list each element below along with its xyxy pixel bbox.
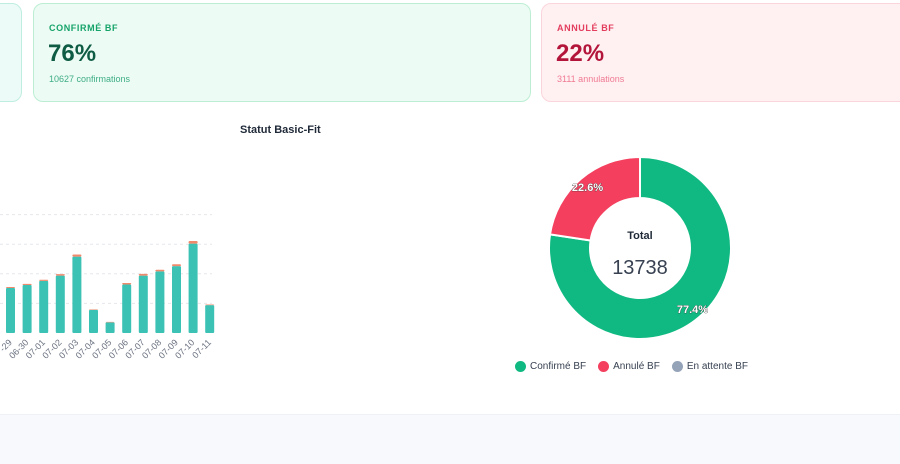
donut-center-label: Total — [627, 230, 652, 242]
legend-dot — [515, 361, 526, 372]
legend-item-confirmed[interactable]: Confirmé BF — [515, 361, 586, 372]
status-donut-chart: 77.4% 22.6% Total 13738 — [500, 150, 780, 350]
bar-confirmed[interactable] — [23, 285, 32, 333]
legend-label: Confirmé BF — [530, 361, 586, 372]
bar-confirmed[interactable] — [205, 305, 214, 333]
legend-item-pending[interactable]: En attente BF — [672, 361, 748, 372]
summary-card-cancelled: ANNULÉ BF 22% 3111 annulations — [541, 3, 900, 102]
bar-confirmed[interactable] — [155, 271, 164, 333]
legend-label: En attente BF — [687, 361, 748, 372]
card-title: CONFIRMÉ BF — [49, 23, 118, 33]
bar-confirmed[interactable] — [72, 257, 81, 333]
bar-cancelled[interactable] — [56, 274, 65, 275]
bar-cancelled[interactable] — [39, 280, 48, 281]
bar-confirmed[interactable] — [89, 310, 98, 333]
bar-cancelled[interactable] — [155, 270, 164, 272]
bar-cancelled[interactable] — [122, 283, 131, 284]
bar-cancelled[interactable] — [172, 264, 181, 266]
bar-confirmed[interactable] — [139, 276, 148, 333]
bar-confirmed[interactable] — [189, 244, 198, 333]
bar-confirmed[interactable] — [172, 266, 181, 333]
donut-legend: Confirmé BF Annulé BF En attente BF — [0, 361, 900, 372]
legend-item-cancelled[interactable]: Annulé BF — [598, 361, 660, 372]
donut-chart-title: Statut Basic-Fit — [240, 124, 321, 136]
bar-cancelled[interactable] — [72, 255, 81, 257]
legend-dot — [598, 361, 609, 372]
bar-confirmed[interactable] — [122, 284, 131, 333]
bar-confirmed[interactable] — [106, 322, 115, 333]
card-subtitle: 10627 confirmations — [49, 74, 130, 84]
card-subtitle: 3111 annulations — [557, 74, 624, 84]
donut-slice[interactable] — [550, 157, 640, 240]
bar-cancelled[interactable] — [89, 309, 98, 310]
x-tick-label: 07-11 — [190, 337, 213, 360]
bar-cancelled[interactable] — [23, 284, 32, 285]
card-value: 76% — [48, 40, 96, 68]
legend-dot — [672, 361, 683, 372]
donut-value-label: 77.4% — [677, 304, 708, 316]
bar-cancelled[interactable] — [139, 274, 148, 276]
card-title: ANNULÉ BF — [557, 23, 614, 33]
bar-cancelled[interactable] — [189, 241, 198, 244]
bar-cancelled[interactable] — [205, 304, 214, 305]
page-footer-band — [0, 414, 900, 464]
summary-card-confirmed: CONFIRMÉ BF 76% 10627 confirmations — [33, 3, 531, 102]
bar-confirmed[interactable] — [6, 288, 15, 333]
bar-confirmed[interactable] — [56, 276, 65, 333]
donut-center-value: 13738 — [612, 257, 668, 279]
donut-value-label: 22.6% — [572, 182, 603, 194]
bar-confirmed[interactable] — [39, 281, 48, 333]
summary-card-total — [0, 3, 22, 102]
card-value: 22% — [556, 40, 604, 68]
bar-cancelled[interactable] — [6, 287, 15, 288]
legend-label: Annulé BF — [613, 361, 660, 372]
daily-bar-chart: -2906-3007-0107-0207-0307-0407-0507-0607… — [0, 185, 240, 375]
